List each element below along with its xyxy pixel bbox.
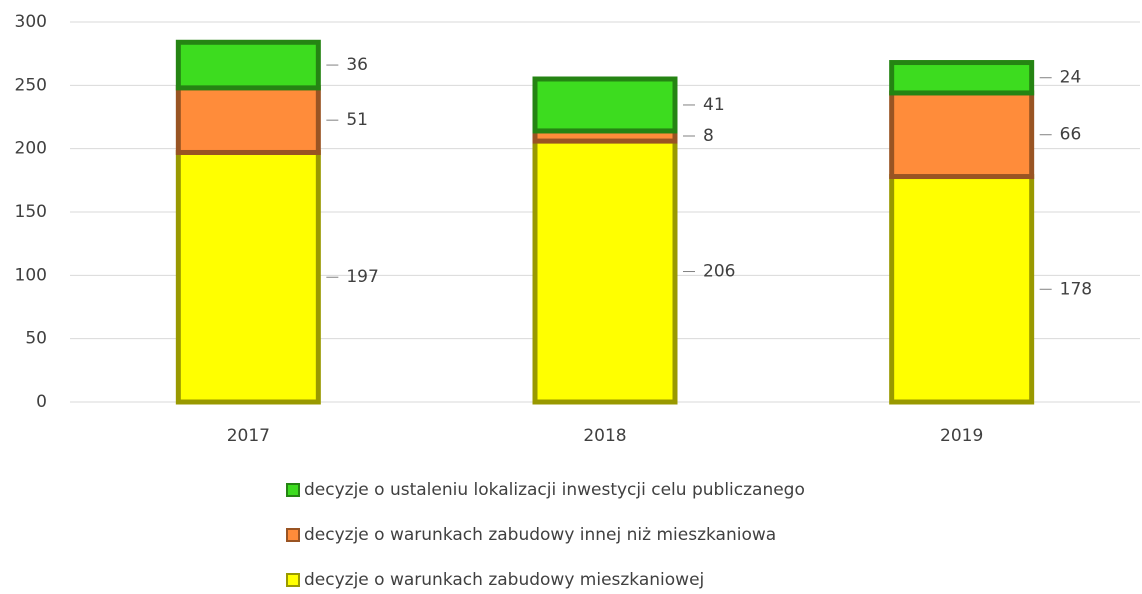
legend-label: decyzje o warunkach zabudowy mieszkaniow… <box>304 570 704 590</box>
y-tick-label: 200 <box>15 139 47 159</box>
y-tick-label: 100 <box>15 265 47 285</box>
bar-segment <box>175 149 321 405</box>
data-label: 206 <box>703 262 735 282</box>
data-label: 197 <box>346 267 378 287</box>
bar-segment <box>889 60 1035 96</box>
bar-segment <box>175 39 321 91</box>
x-tick-label: 2017 <box>227 426 270 446</box>
bar-segment <box>175 85 321 155</box>
data-label: 51 <box>346 110 368 130</box>
x-tick-label: 2019 <box>940 426 983 446</box>
y-tick-label: 0 <box>36 392 47 412</box>
y-tick-label: 250 <box>15 75 47 95</box>
data-label: 8 <box>703 126 714 146</box>
data-label: 36 <box>346 55 368 75</box>
bar-segment <box>889 174 1035 405</box>
y-tick-label: 50 <box>25 329 47 349</box>
y-tick-label: 300 <box>15 12 47 32</box>
data-label: 178 <box>1060 279 1092 299</box>
bar-segment <box>532 76 678 134</box>
legend-label: decyzje o ustaleniu lokalizacji inwestyc… <box>304 480 805 500</box>
bar-segment <box>889 90 1035 180</box>
data-label: 66 <box>1060 125 1082 145</box>
data-label: 24 <box>1060 68 1082 88</box>
y-tick-label: 150 <box>15 202 47 222</box>
x-tick-label: 2018 <box>583 426 626 446</box>
legend-swatch <box>286 483 300 497</box>
legend-swatch <box>286 573 300 587</box>
legend-label: decyzje o warunkach zabudowy innej niż m… <box>304 525 776 545</box>
bar-segment <box>532 138 678 405</box>
data-label: 41 <box>703 95 725 115</box>
legend-swatch <box>286 528 300 542</box>
